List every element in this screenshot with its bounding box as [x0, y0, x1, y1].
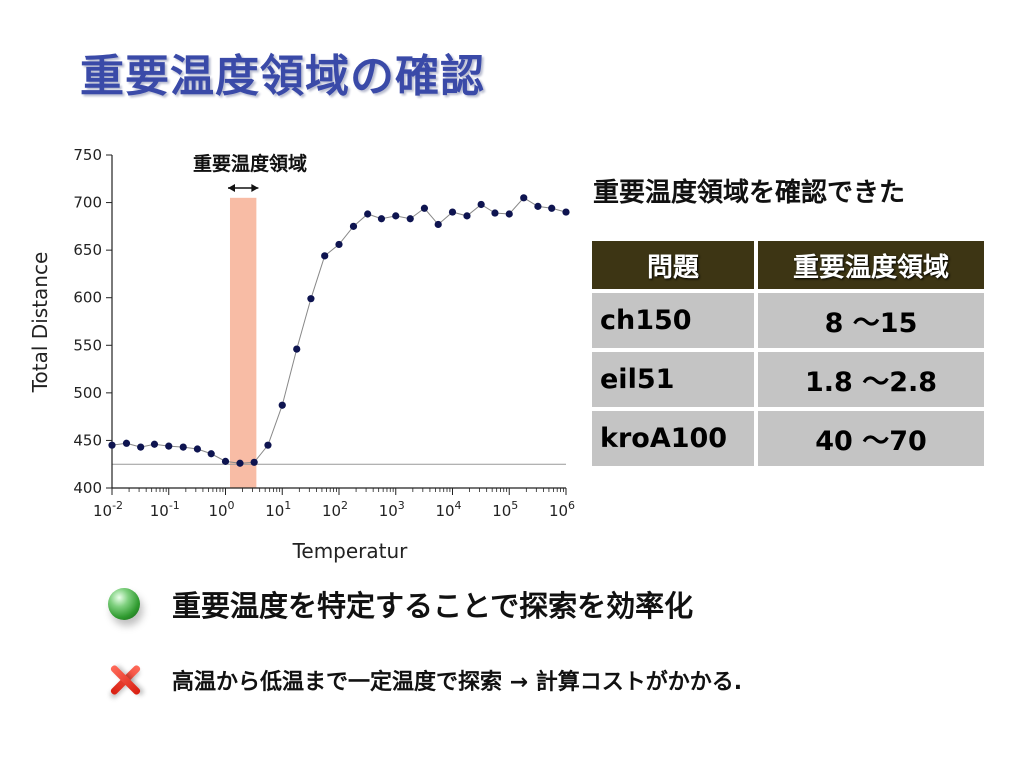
x-tick-label: 104 — [435, 499, 461, 520]
data-point — [193, 445, 202, 453]
y-tick-label: 700 — [73, 194, 102, 212]
data-point — [207, 450, 215, 458]
data-point — [534, 202, 542, 210]
series-line — [111, 197, 567, 464]
highlight-arrow-right — [251, 184, 259, 192]
column-header-range: 重要温度領域 — [758, 241, 984, 289]
data-point — [293, 345, 301, 353]
temperature-range: 1.8 ～2.8 — [758, 352, 984, 407]
data-point — [392, 212, 400, 220]
data-point — [420, 204, 429, 212]
data-point — [278, 401, 286, 409]
data-point — [165, 442, 173, 450]
data-point — [137, 443, 145, 451]
data-point — [434, 220, 442, 229]
problem-name: eil51 — [592, 352, 754, 407]
y-axis-title: Total Distance — [28, 252, 52, 394]
data-point — [491, 209, 499, 217]
slide-title: 重要温度領域の確認 — [80, 51, 485, 102]
highlight-band — [229, 197, 257, 489]
data-point — [364, 210, 372, 218]
data-point — [406, 215, 414, 223]
table-row: ch150 8 ～15 — [592, 293, 984, 348]
y-tick-label: 550 — [73, 336, 102, 354]
y-tick-label: 450 — [73, 431, 102, 449]
data-point — [307, 295, 315, 303]
x-axis-title: Temperatur — [292, 539, 409, 563]
bullet-cost-text: 高温から低温まで一定温度で探索 → 計算コストがかかる. — [172, 670, 743, 695]
data-point — [250, 458, 258, 466]
x-tick-label: 100 — [208, 499, 234, 520]
highlight-label: 重要温度領域 — [193, 152, 307, 175]
data-point — [562, 208, 570, 216]
green-sphere-icon — [108, 588, 140, 620]
data-point — [179, 443, 187, 451]
data-point — [520, 194, 528, 202]
distance-vs-temperature-chart: 重要温度領域 Total Distance Temperatur 400 450 5… — [28, 146, 575, 563]
data-point — [150, 440, 159, 448]
x-tick-label: 103 — [379, 499, 405, 520]
bullet-efficiency-text: 重要温度を特定することで探索を効率化 — [172, 589, 694, 623]
bullet-efficiency: 重要温度を特定することで探索を効率化 — [108, 583, 693, 625]
data-point — [321, 252, 329, 260]
red-cross-icon — [108, 663, 142, 697]
x-tick-label: 10-1 — [150, 499, 180, 520]
data-point — [448, 208, 457, 216]
data-point — [108, 441, 116, 449]
problem-name: kroA100 — [592, 411, 754, 466]
table-header-row: 問題 重要温度領域 — [592, 241, 984, 289]
x-tick-label: 101 — [265, 499, 291, 520]
table-row: kroA100 40 ～70 — [592, 411, 984, 466]
y-tick-label: 750 — [73, 146, 102, 164]
y-tick-label: 400 — [73, 479, 102, 497]
problem-name: ch150 — [592, 293, 754, 348]
data-point — [236, 459, 244, 467]
table-row: eil51 1.8 ～2.8 — [592, 352, 984, 407]
column-header-problem: 問題 — [592, 241, 754, 289]
y-tick-label: 600 — [73, 289, 102, 307]
data-point — [377, 215, 386, 223]
data-point — [335, 240, 343, 249]
data-point — [122, 439, 131, 447]
temperature-range-table: 問題 重要温度領域 ch150 8 ～15 eil51 1.8 ～2.8 kro… — [588, 237, 988, 470]
highlight-arrow-left — [227, 184, 235, 192]
x-tick-label: 105 — [492, 499, 518, 520]
x-tick-label: 106 — [549, 499, 575, 520]
temperature-range: 8 ～15 — [758, 293, 984, 348]
data-point — [349, 222, 358, 230]
bullet-cost: 高温から低温まで一定温度で探索 → 計算コストがかかる. — [108, 663, 742, 697]
data-point — [264, 441, 272, 449]
data-point — [463, 212, 471, 220]
data-point — [477, 200, 485, 209]
x-tick-label: 10-2 — [93, 499, 123, 520]
data-point — [548, 204, 556, 212]
y-tick-label: 650 — [73, 241, 102, 259]
temperature-range: 40 ～70 — [758, 411, 984, 466]
data-point — [221, 457, 230, 465]
x-tick-label: 102 — [322, 499, 348, 520]
summary-text: 重要温度領域を確認できた — [593, 178, 906, 208]
data-point — [505, 210, 513, 218]
y-tick-label: 500 — [73, 384, 102, 402]
